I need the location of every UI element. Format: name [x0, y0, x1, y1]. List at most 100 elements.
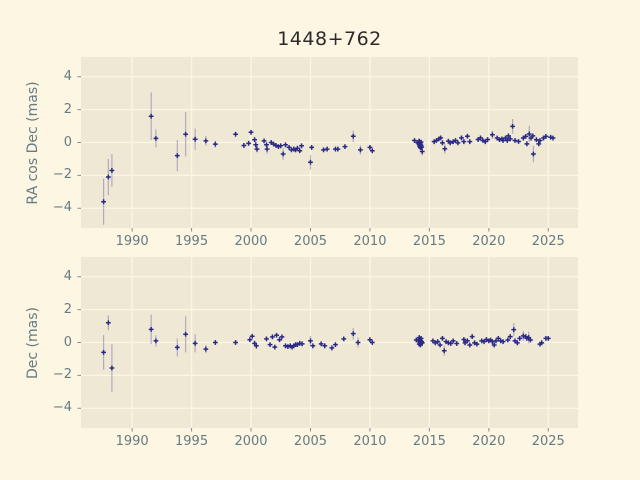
data-point: [148, 326, 154, 332]
data-point: [474, 341, 480, 347]
data-point: [531, 151, 536, 157]
data-point: [358, 147, 363, 153]
data-point: [507, 136, 513, 142]
data-point: [174, 345, 180, 350]
data-point: [101, 349, 106, 355]
data-point: [278, 143, 284, 149]
data-point: [322, 343, 328, 349]
data-point: [526, 335, 532, 340]
data-point: [274, 332, 279, 338]
data-point: [321, 147, 326, 153]
data-point: [485, 137, 491, 142]
data-point: [498, 338, 504, 344]
data-point: [279, 334, 285, 340]
data-point: [550, 135, 556, 141]
data-point: [419, 144, 425, 150]
data-point: [367, 337, 373, 343]
data-point: [253, 142, 259, 148]
data-point: [437, 342, 443, 348]
data-point: [148, 113, 154, 119]
data-point: [530, 133, 536, 139]
data-point: [192, 340, 198, 346]
data-point: [537, 138, 543, 143]
data-point: [493, 338, 499, 344]
y-tick-label: 2: [63, 101, 72, 117]
x-tick-label: 2010: [353, 234, 387, 249]
data-point: [440, 335, 445, 341]
x-tick-label: 2005: [293, 434, 328, 449]
data-point: [252, 137, 257, 143]
y-tick-label: −4: [52, 200, 72, 216]
data-point: [461, 139, 467, 145]
data-point: [280, 151, 286, 157]
data-point: [516, 139, 521, 144]
data-point: [285, 344, 291, 350]
data-point: [506, 133, 511, 139]
data-point: [495, 335, 501, 341]
data-point: [467, 342, 473, 348]
data-point: [504, 138, 510, 143]
data-point: [272, 344, 278, 350]
data-point: [233, 340, 238, 345]
data-point: [435, 339, 441, 345]
data-point: [203, 138, 209, 144]
x-tick-label: 2020: [472, 234, 506, 249]
data-point: [267, 342, 273, 348]
data-point: [174, 153, 180, 159]
data-point: [524, 141, 530, 147]
data-point: [283, 343, 288, 349]
y-tick-label: 2: [63, 301, 72, 317]
data-point: [469, 334, 475, 339]
dec-plot-canvas: [77, 257, 578, 432]
data-point: [264, 142, 269, 148]
data-point: [153, 135, 159, 141]
data-point: [101, 199, 106, 205]
y-tick-label: 4: [63, 68, 72, 84]
data-point: [497, 137, 502, 143]
data-point: [183, 331, 189, 337]
data-point: [514, 340, 520, 346]
data-point: [543, 134, 549, 139]
data-point: [503, 135, 508, 141]
data-point: [350, 133, 356, 139]
data-point: [253, 343, 259, 349]
data-point: [438, 135, 444, 141]
data-point: [447, 140, 453, 146]
data-point: [254, 146, 260, 152]
data-point: [418, 139, 424, 145]
ra-plot-canvas: [77, 57, 578, 232]
data-point: [233, 131, 238, 137]
data-point: [247, 337, 253, 343]
data-point: [523, 134, 529, 139]
data-point: [105, 174, 111, 180]
data-point: [308, 159, 313, 165]
data-point: [299, 341, 305, 347]
data-point: [212, 141, 218, 147]
data-point: [459, 135, 464, 141]
data-point: [246, 140, 252, 146]
data-point: [203, 346, 209, 352]
data-point: [297, 148, 303, 154]
x-tick-label: 2010: [353, 434, 387, 449]
data-point: [309, 145, 315, 150]
data-point: [248, 129, 254, 135]
data-point: [324, 146, 330, 152]
data-point: [442, 146, 448, 152]
x-tick-label: 1995: [175, 434, 209, 449]
data-point: [369, 340, 375, 345]
y-tick-label: −2: [52, 367, 72, 383]
data-point: [491, 342, 497, 348]
data-point: [333, 342, 338, 348]
data-point: [500, 339, 506, 345]
y-tick-label: −2: [52, 167, 72, 183]
data-point: [286, 145, 292, 150]
data-point: [369, 148, 375, 154]
data-point: [412, 138, 417, 143]
data-point: [489, 339, 495, 345]
data-point: [440, 140, 445, 146]
x-tick-label: 1990: [115, 434, 149, 449]
data-point: [500, 138, 506, 143]
data-point: [505, 337, 511, 343]
data-point: [341, 336, 347, 342]
